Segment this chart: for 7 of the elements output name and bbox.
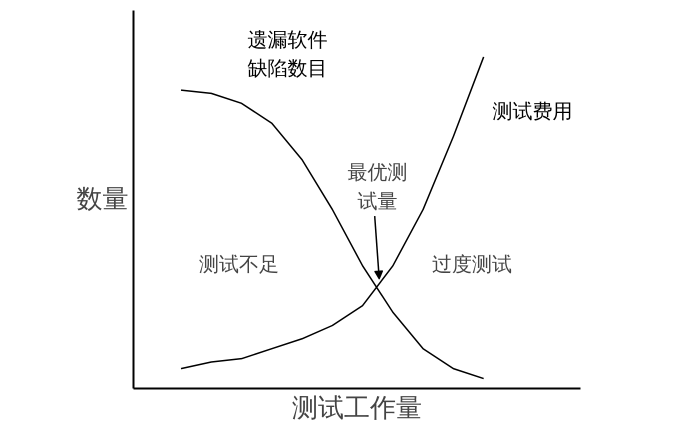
x-axis-title: 测试工作量 <box>292 394 422 424</box>
annotation: 最优测试量 <box>348 160 408 213</box>
y-axis-title: 数量 <box>76 184 128 214</box>
annotation: 过度测试 <box>432 252 512 276</box>
series-label: 遗漏软件缺陷数目 <box>248 27 328 80</box>
annotation: 测试不足 <box>199 252 280 276</box>
series-label: 测试费用 <box>492 99 573 124</box>
